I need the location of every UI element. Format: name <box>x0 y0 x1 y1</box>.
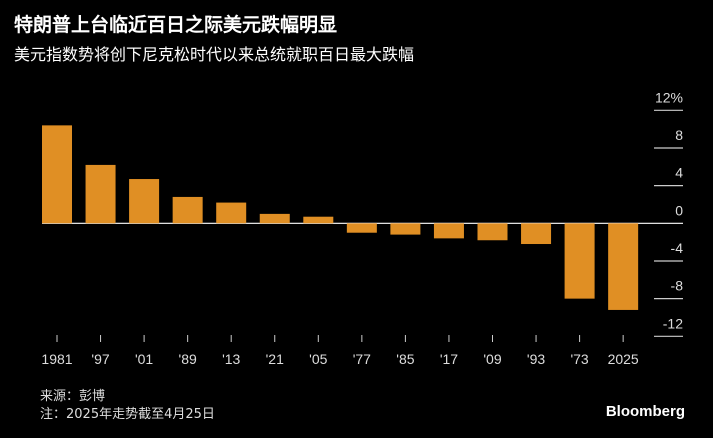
x-tick-label: '05 <box>309 351 327 367</box>
x-tick-label: '93 <box>527 351 545 367</box>
bar-09 <box>477 223 508 241</box>
y-tick-label: -8 <box>671 278 684 294</box>
bar-13 <box>216 202 247 224</box>
bar-97 <box>85 164 116 224</box>
bar-01 <box>129 179 160 224</box>
bar-1981 <box>42 125 72 224</box>
x-tick-label: 1981 <box>41 351 72 367</box>
x-tick-label: '01 <box>135 351 153 367</box>
chart-subtitle: 美元指数势将创下尼克松时代以来总统就职百日最大跌幅 <box>14 45 415 64</box>
x-tick-label: '21 <box>266 351 284 367</box>
y-tick-label: 12% <box>655 89 683 105</box>
x-tick-label: '73 <box>570 351 588 367</box>
x-tick-label: '17 <box>440 351 458 367</box>
y-tick-label: 4 <box>675 165 683 181</box>
x-tick-label: '09 <box>483 351 501 367</box>
x-tick-label: '77 <box>353 351 371 367</box>
bar-77 <box>346 223 377 233</box>
y-tick-label: 0 <box>675 202 683 218</box>
bar-17 <box>433 223 464 239</box>
bar-85 <box>390 223 421 235</box>
bar-05 <box>303 216 334 224</box>
bar-89 <box>172 196 203 224</box>
footer-notes: 来源：彭博 注：2025年走势截至4月25日 <box>40 388 215 424</box>
bar-73 <box>564 223 595 299</box>
x-tick-label: 2025 <box>608 351 639 367</box>
bar-21 <box>259 213 290 224</box>
bloomberg-logo: Bloomberg <box>605 403 685 420</box>
x-tick-label: '85 <box>396 351 414 367</box>
source-text: 来源：彭博 <box>40 389 106 404</box>
y-tick-label: -12 <box>663 315 683 331</box>
y-tick-label: -4 <box>671 240 684 256</box>
bar-2025 <box>608 223 639 310</box>
x-tick-label: '13 <box>222 351 240 367</box>
x-tick-label: '97 <box>91 351 109 367</box>
note-text: 注：2025年走势截至4月25日 <box>40 407 215 422</box>
x-tick-label: '89 <box>179 351 197 367</box>
chart-title: 特朗普上台临近百日之际美元跌幅明显 <box>14 14 338 36</box>
y-tick-label: 8 <box>675 127 683 143</box>
bar-93 <box>521 223 552 245</box>
